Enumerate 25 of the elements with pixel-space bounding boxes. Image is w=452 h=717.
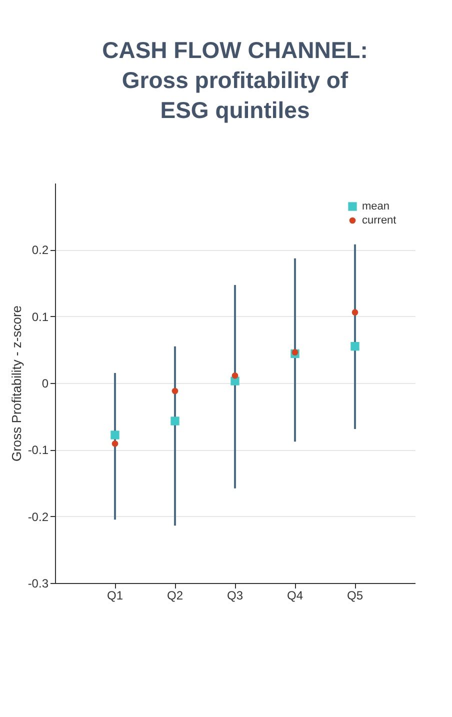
point <box>292 349 298 356</box>
y-tick-label: -0.1 <box>28 443 49 458</box>
y-tick-label: 0.1 <box>32 310 49 324</box>
x-tick-label: Q3 <box>226 588 244 602</box>
point <box>170 416 180 426</box>
y-tick-label: -0.3 <box>28 576 49 590</box>
x-tick-label: Q5 <box>346 588 364 602</box>
x-tick-label: Q4 <box>286 588 304 602</box>
text: Gross profitability of <box>122 67 348 93</box>
point <box>232 372 238 379</box>
legend-label: mean <box>362 200 390 212</box>
point <box>110 430 120 440</box>
x-tick-label: Q2 <box>166 588 184 602</box>
text: ESG quintiles <box>160 97 310 123</box>
y-axis-title: Gross Profitability - z-score <box>8 305 24 462</box>
point <box>112 440 118 447</box>
y-tick-label: -0.2 <box>28 510 49 524</box>
x-tick-label: Q1 <box>106 588 124 602</box>
y-tick-label: 0.2 <box>32 243 49 258</box>
legend-label: current <box>362 214 396 226</box>
point <box>352 309 358 316</box>
y-tick-label: 0 <box>42 376 49 390</box>
point <box>350 342 360 351</box>
text: CASH FLOW CHANNEL: <box>102 37 368 63</box>
point <box>172 388 178 394</box>
